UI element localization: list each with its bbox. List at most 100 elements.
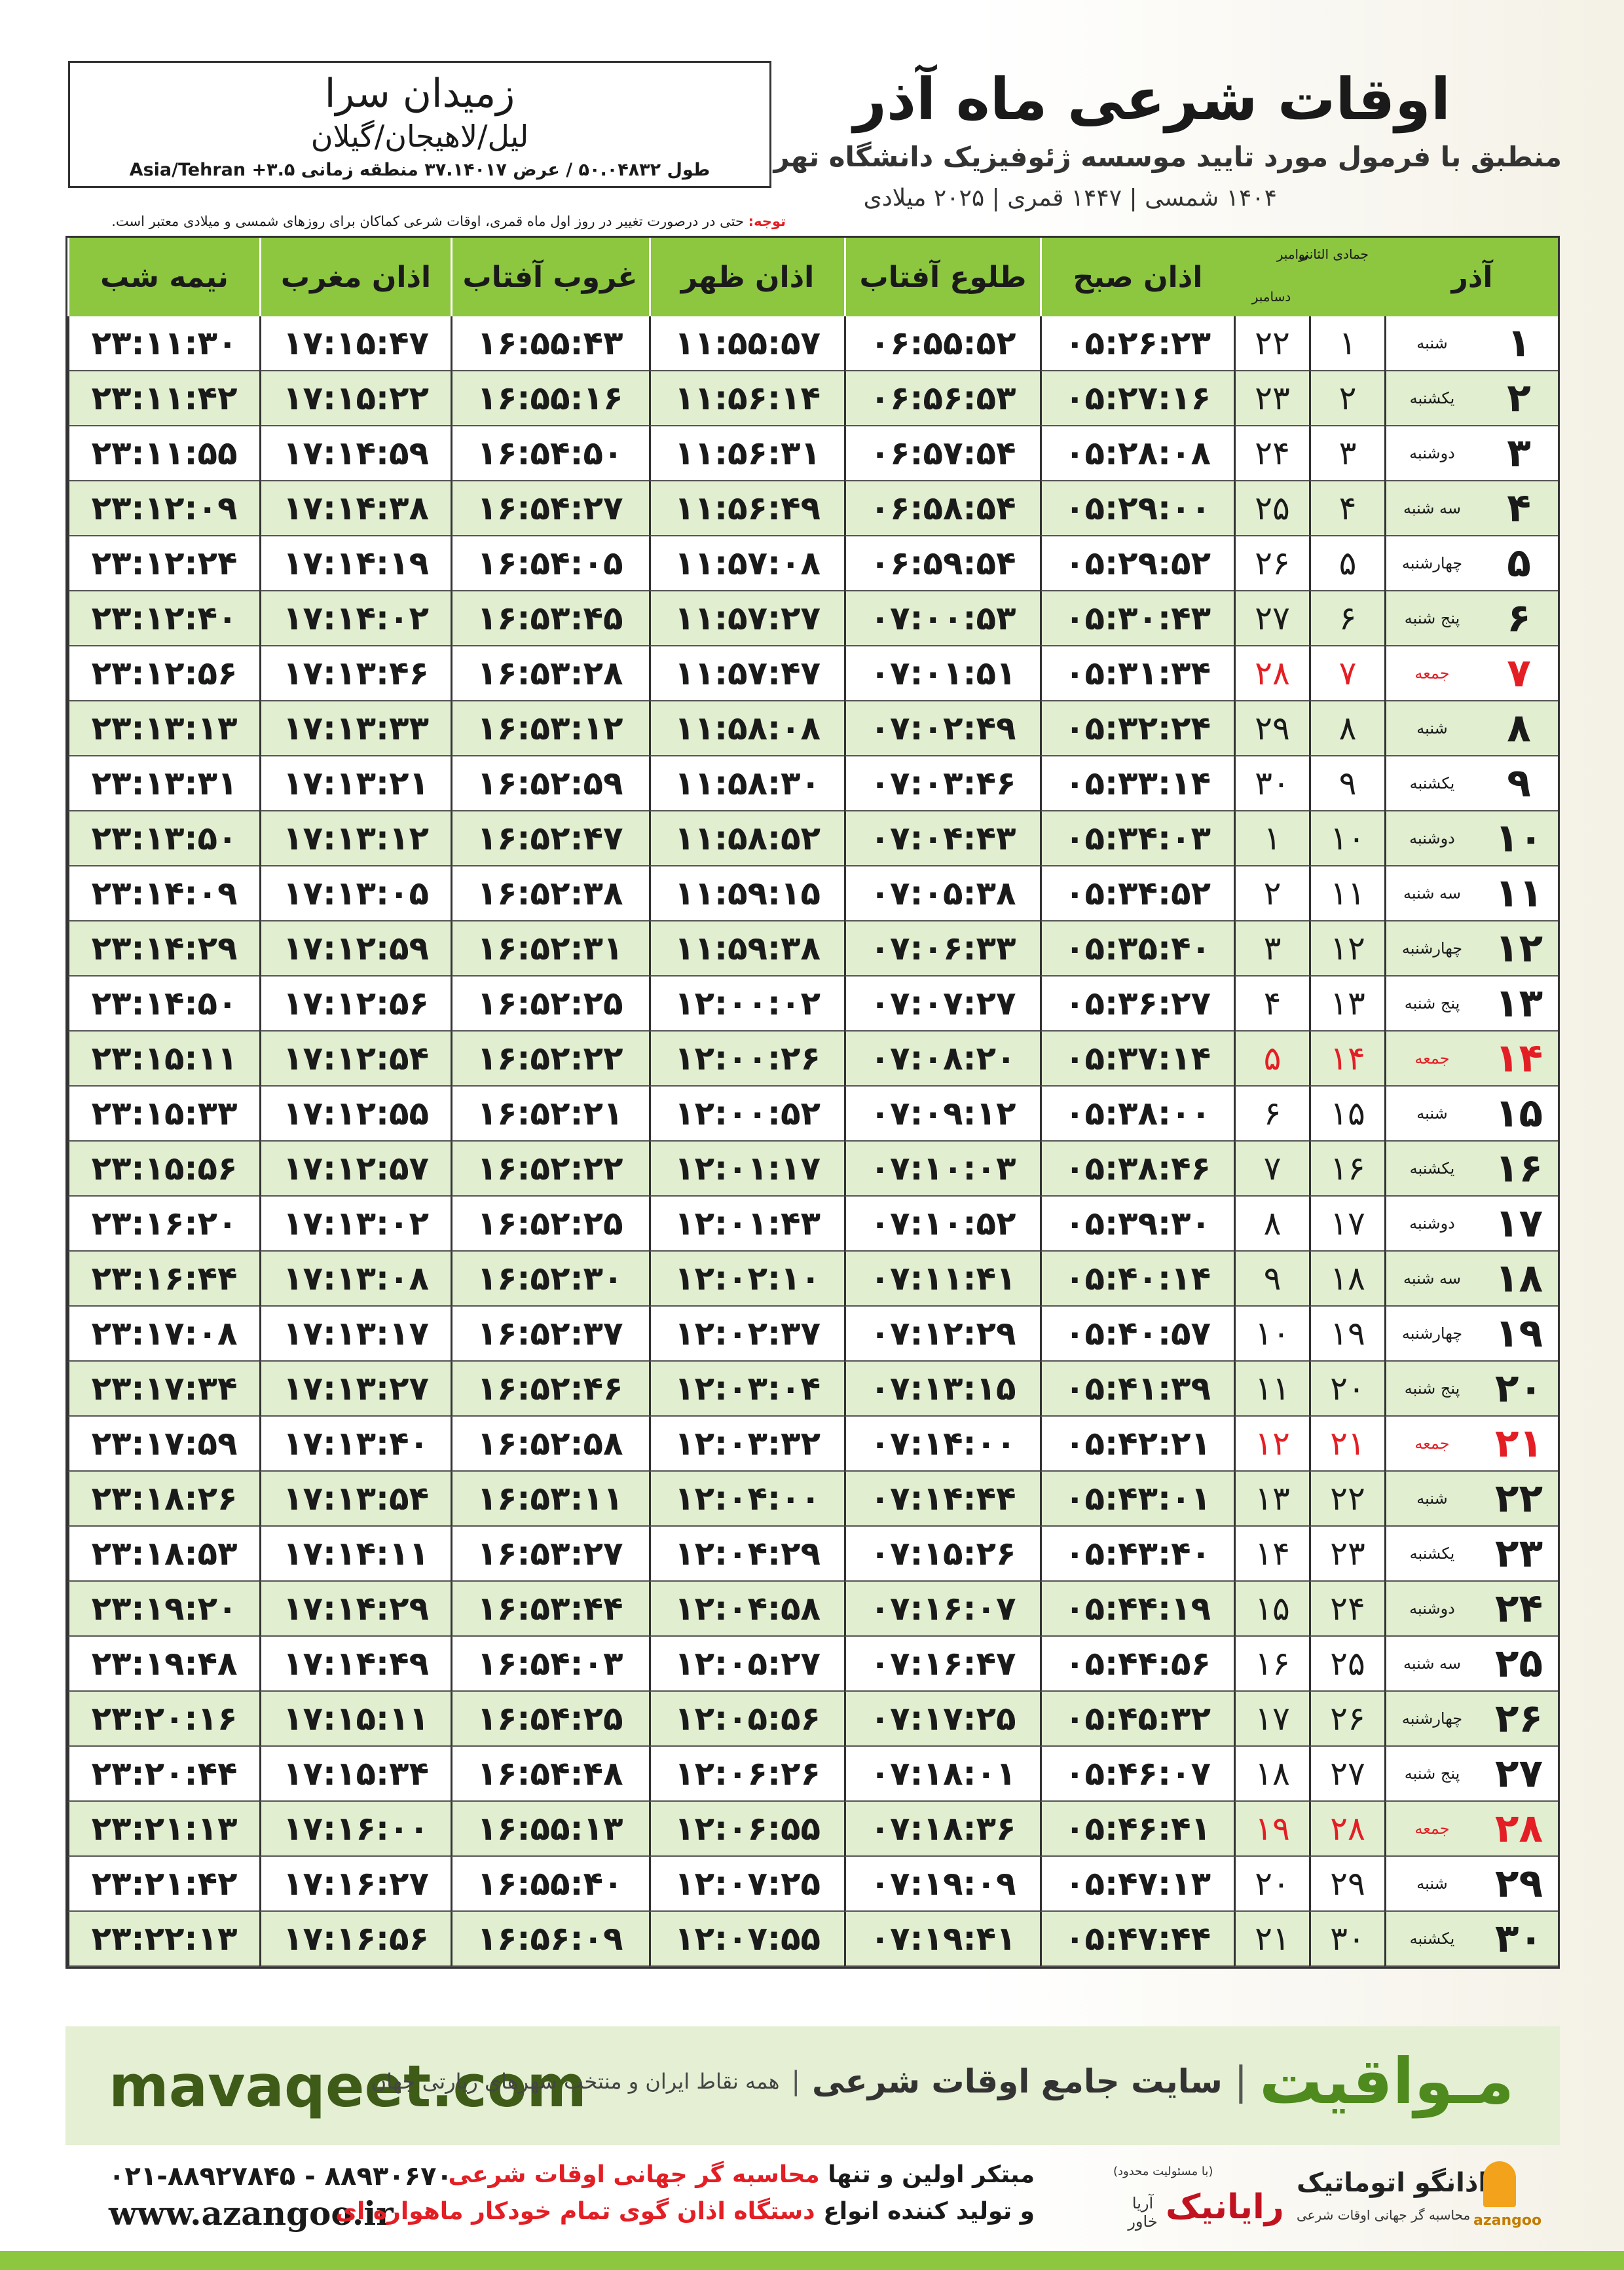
prayer-time: ۱۱:۵۸:۳۰ [649,756,844,811]
day: ۷ [1478,646,1558,701]
weekday: شنبه [1384,701,1478,756]
prayer-time: ۰۵:۴۱:۳۹ [1040,1362,1234,1417]
prayer-time: ۰۵:۴۶:۰۷ [1040,1747,1234,1802]
header-gregorian-prev: نوامبر [1276,246,1309,262]
footer-text: و تولید کننده انواع [823,2198,1035,2225]
prayer-time: ۲۳:۱۱:۳۰ [67,316,259,371]
header-time: اذان مغرب [259,238,451,316]
prayer-time: ۲۳:۱۲:۲۴ [67,536,259,591]
prayer-time: ۱۶:۵۲:۲۲ [451,1032,648,1087]
note-label: توجه: [748,214,786,229]
prayer-time: ۰۷:۱۹:۴۱ [844,1912,1040,1967]
prayer-time: ۲۳:۱۱:۴۲ [67,371,259,426]
prayer-time: ۰۵:۴۴:۵۶ [1040,1637,1234,1692]
prayer-time: ۰۷:۱۰:۰۳ [844,1142,1040,1197]
prayer-time: ۰۷:۰۶:۳۳ [844,921,1040,977]
prayer-time: ۰۵:۴۲:۲۱ [1040,1417,1234,1472]
gregorian-day: ۲۳ [1234,371,1309,426]
prayer-time: ۰۵:۴۰:۱۴ [1040,1252,1234,1307]
prayer-time: ۲۳:۱۴:۲۹ [67,921,259,977]
prayer-time: ۰۵:۳۷:۱۴ [1040,1032,1234,1087]
prayer-time: ۱۲:۰۵:۲۷ [649,1637,844,1692]
hijri-day: ۲۱ [1309,1417,1384,1472]
hijri-day: ۱۷ [1309,1197,1384,1252]
hijri-day: ۱۸ [1309,1252,1384,1307]
hijri-day: ۸ [1309,701,1384,756]
banner-brand: مـواقیت [1259,2045,1514,2118]
subtitle: منطبق با فرمول مورد تایید موسسه ژئوفیزیک… [741,141,1562,173]
hijri-day: ۲۵ [1309,1637,1384,1692]
weekday: چهارشنبه [1384,1692,1478,1747]
weekday: سه شنبه [1384,1637,1478,1692]
prayer-time: ۰۵:۴۵:۳۲ [1040,1692,1234,1747]
prayer-time: ۱۶:۵۵:۴۰ [451,1857,648,1912]
prayer-time: ۱۷:۱۳:۰۸ [259,1252,451,1307]
weekday: پنج شنبه [1384,977,1478,1032]
prayer-time: ۲۳:۲۱:۴۲ [67,1857,259,1912]
partner: رایانیک [1166,2187,1284,2227]
prayer-time: ۲۳:۲۰:۱۶ [67,1692,259,1747]
prayer-time: ۲۳:۱۳:۱۳ [67,701,259,756]
day: ۴ [1478,481,1558,536]
prayer-time: ۲۳:۱۷:۳۴ [67,1362,259,1417]
gregorian-day: ۱۶ [1234,1637,1309,1692]
weekday: پنج شنبه [1384,591,1478,646]
header-time: غروب آفتاب [451,238,648,316]
footer-text: مبتکر اولین و تنها [828,2161,1035,2188]
gregorian-day: ۱۵ [1234,1582,1309,1637]
prayer-time: ۱۲:۰۴:۰۰ [649,1472,844,1527]
prayer-time: ۱۲:۰۷:۲۵ [649,1857,844,1912]
prayer-time: ۱۶:۵۲:۵۸ [451,1417,648,1472]
prayer-time: ۰۷:۰۹:۱۲ [844,1087,1040,1142]
prayer-time: ۱۷:۱۴:۵۹ [259,426,451,481]
weekday: یکشنبه [1384,1142,1478,1197]
gregorian-day: ۱ [1234,811,1309,866]
prayer-time: ۱۷:۱۲:۵۵ [259,1087,451,1142]
hijri-day: ۱۹ [1309,1307,1384,1362]
prayer-time: ۲۳:۱۴:۰۹ [67,866,259,921]
hijri-day: ۲۰ [1309,1362,1384,1417]
prayer-time: ۲۳:۱۵:۳۳ [67,1087,259,1142]
prayer-time: ۱۶:۵۴:۲۵ [451,1692,648,1747]
hijri-day: ۲۹ [1309,1857,1384,1912]
day: ۱۴ [1478,1032,1558,1087]
prayer-time: ۱۶:۵۳:۱۱ [451,1472,648,1527]
gregorian-day: ۲ [1234,866,1309,921]
day: ۳ [1478,426,1558,481]
day: ۲۶ [1478,1692,1558,1747]
footer-highlight: دستگاه اذان گوی تمام خودکار ماهواره ای [335,2198,815,2225]
prayer-time: ۱۶:۵۴:۲۷ [451,481,648,536]
gregorian-day: ۱۱ [1234,1362,1309,1417]
gregorian-day: ۲۴ [1234,426,1309,481]
footer-highlight: محاسبه گر جهانی اوقات شرعی [448,2161,820,2188]
gregorian-day: ۲۵ [1234,481,1309,536]
banner: mavaqeet.com مـواقیت | سایت جامع اوقات ش… [65,2026,1560,2145]
day: ۱۱ [1478,866,1558,921]
banner-site: سایت جامع اوقات شرعی [811,2062,1223,2100]
hijri-day: ۱۴ [1309,1032,1384,1087]
prayer-time: ۱۷:۱۴:۱۹ [259,536,451,591]
day: ۲ [1478,371,1558,426]
prayer-time: ۱۶:۵۳:۲۸ [451,646,648,701]
prayer-time: ۲۳:۱۹:۴۸ [67,1637,259,1692]
prayer-time: ۱۲:۰۱:۴۳ [649,1197,844,1252]
day: ۲۸ [1478,1802,1558,1857]
prayer-time: ۱۷:۱۵:۲۲ [259,371,451,426]
prayer-time: ۰۵:۳۹:۳۰ [1040,1197,1234,1252]
prayer-time: ۱۲:۰۲:۱۰ [649,1252,844,1307]
prayer-time: ۱۱:۵۷:۲۷ [649,591,844,646]
prayer-time: ۱۷:۱۲:۵۴ [259,1032,451,1087]
prayer-time: ۱۶:۵۶:۰۹ [451,1912,648,1967]
note-text: حتی در درصورت تغییر در روز اول ماه قمری،… [111,214,744,229]
weekday: پنج شنبه [1384,1362,1478,1417]
prayer-time: ۱۶:۵۳:۲۷ [451,1527,648,1582]
prayer-time: ۱۱:۵۷:۴۷ [649,646,844,701]
prayer-time: ۲۳:۱۳:۵۰ [67,811,259,866]
prayer-time: ۱۶:۵۲:۵۹ [451,756,648,811]
day: ۱۷ [1478,1197,1558,1252]
prayer-time: ۱۶:۵۴:۰۳ [451,1637,648,1692]
prayer-time: ۱۶:۵۲:۲۵ [451,1197,648,1252]
day: ۵ [1478,536,1558,591]
hijri-day: ۵ [1309,536,1384,591]
prayer-time: ۱۶:۵۴:۴۸ [451,1747,648,1802]
